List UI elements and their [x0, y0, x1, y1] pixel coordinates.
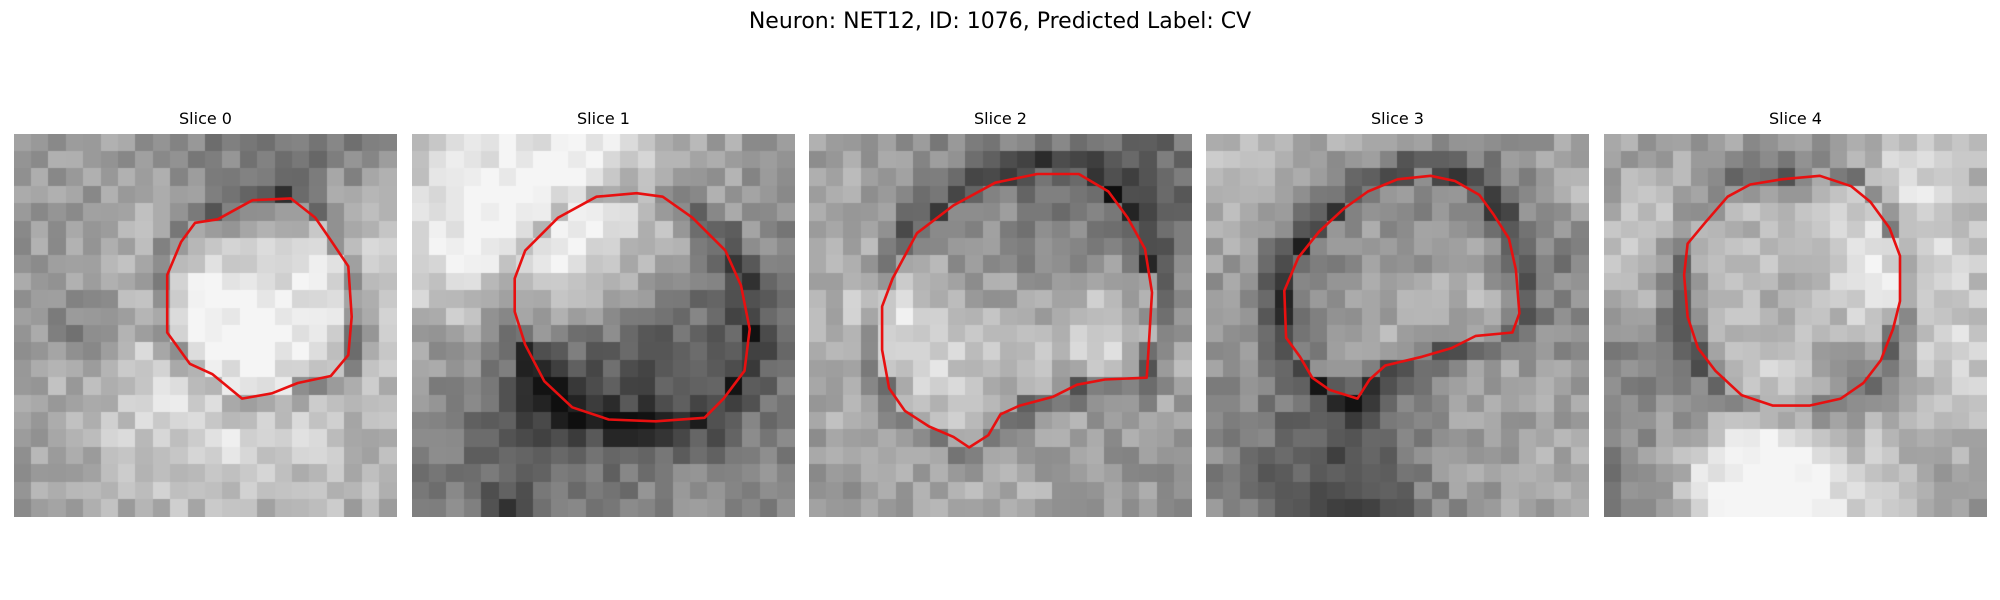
segmentation-contour — [165, 197, 354, 400]
segmentation-contour — [513, 191, 752, 423]
segmentation-contour — [1283, 174, 1521, 400]
figure-title: Neuron: NET12, ID: 1076, Predicted Label… — [748, 9, 1252, 34]
slice-title: Slice 4 — [1769, 109, 1822, 128]
contour-outline — [1283, 174, 1521, 400]
slice-title: Slice 1 — [577, 109, 630, 128]
slice-image — [1604, 134, 1987, 517]
contour-outline — [513, 191, 752, 423]
contour-outline — [880, 172, 1154, 449]
slice-title: Slice 2 — [974, 109, 1027, 128]
slice-title: Slice 0 — [179, 109, 232, 128]
segmentation-contour — [1682, 174, 1902, 407]
slice-image — [14, 134, 397, 517]
contour-outline — [1682, 174, 1902, 407]
slice-image — [809, 134, 1192, 517]
contour-outline — [165, 197, 354, 400]
slice-image — [412, 134, 795, 517]
slice-image — [1206, 134, 1589, 517]
segmentation-contour — [880, 172, 1154, 449]
slice-title: Slice 3 — [1371, 109, 1424, 128]
